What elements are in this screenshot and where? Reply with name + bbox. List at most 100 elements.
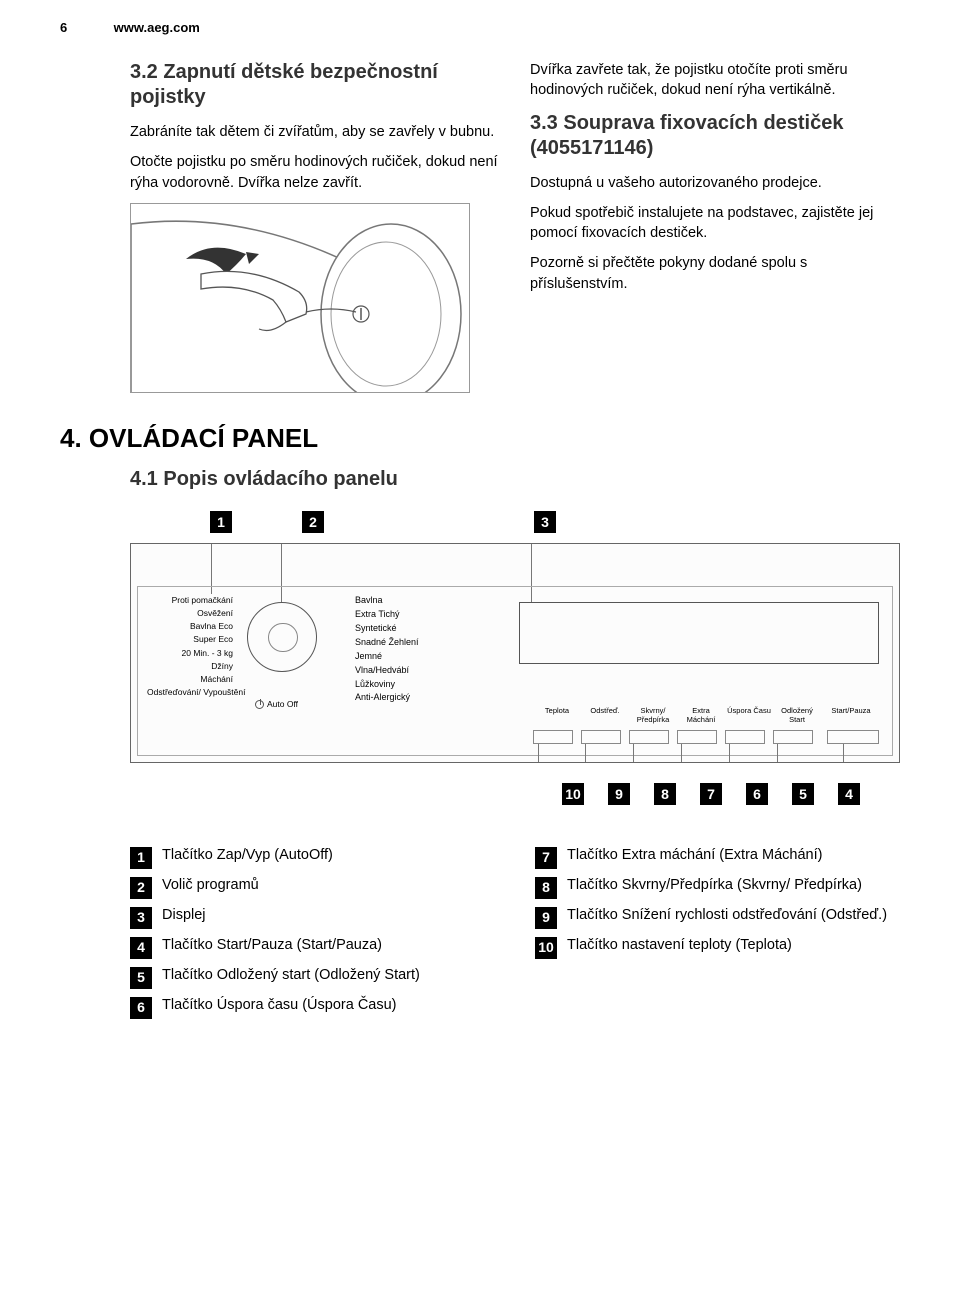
content-two-columns: 3.2 Zapnutí dětské bezpečnostní pojistky… — [60, 60, 900, 393]
heading-4-1: 4.1 Popis ovládacího panelu — [60, 468, 900, 491]
legend-text-3: Displej — [162, 905, 206, 925]
button-label: Úspora Času — [727, 707, 771, 724]
para-3-3-1: Dostupná u vašeho autorizovaného prodejc… — [530, 173, 900, 193]
prog-right-item: Bavlna — [355, 594, 419, 608]
legend-item-2: 2 Volič programů — [130, 875, 495, 899]
legend-item-3: 3 Displej — [130, 905, 495, 929]
btn-odstred — [581, 730, 621, 744]
power-icon — [255, 700, 264, 709]
program-list-left: Proti pomačkáníOsvěženíBavlna EcoSuper E… — [147, 594, 233, 699]
legend-callout-2: 2 — [130, 877, 152, 899]
callout-1: 1 — [210, 511, 232, 533]
page-header: 6 www.aeg.com — [60, 20, 900, 35]
button-label: Skvrny/ Předpírka — [631, 707, 675, 724]
button-label: Odstřeď. — [583, 707, 627, 724]
callouts-bottom-row: 10 9 8 7 6 5 4 — [130, 783, 900, 805]
callout-8: 8 — [654, 783, 676, 805]
header-url: www.aeg.com — [114, 20, 200, 35]
legend-text-10: Tlačítko nastavení teploty (Teplota) — [567, 935, 792, 955]
btn-machani — [677, 730, 717, 744]
prog-right-item: Syntetické — [355, 622, 419, 636]
legend-callout-9: 9 — [535, 907, 557, 929]
prog-left-item: 20 Min. - 3 kg — [147, 647, 233, 660]
prog-right-item: Lůžkoviny — [355, 678, 419, 692]
legend-text-7: Tlačítko Extra máchání (Extra Máchání) — [567, 845, 822, 865]
callout-6: 6 — [746, 783, 768, 805]
para-3-3-3: Pozorně si přečtěte pokyny dodané spolu … — [530, 253, 900, 294]
para-3-2-2: Otočte pojistku po směru hodinových ruči… — [130, 152, 500, 193]
program-selector-dial — [247, 602, 317, 672]
button-label: Odložený Start — [775, 707, 819, 724]
callout-7: 7 — [700, 783, 722, 805]
callout-2: 2 — [302, 511, 324, 533]
legend-text-5: Tlačítko Odložený start (Odložený Start) — [162, 965, 420, 985]
button-row — [533, 730, 879, 744]
legend-text-2: Volič programů — [162, 875, 259, 895]
legend-text-6: Tlačítko Úspora času (Úspora Času) — [162, 995, 397, 1015]
legend-item-5: 5 Tlačítko Odložený start (Odložený Start… — [130, 965, 495, 989]
callout-3: 3 — [534, 511, 556, 533]
program-list-right: BavlnaExtra TichýSyntetickéSnadné Žehlen… — [355, 594, 419, 706]
page-number: 6 — [60, 20, 110, 35]
prog-left-item: Super Eco — [147, 633, 233, 646]
btn-teplota — [533, 730, 573, 744]
legend-left-col: 1 Tlačítko Zap/Vyp (AutoOff) 2 Volič progra… — [130, 845, 495, 1025]
legend-text-9: Tlačítko Snížení rychlosti odstřeďování … — [567, 905, 887, 925]
legend-item-6: 6 Tlačítko Úspora času (Úspora Času) — [130, 995, 495, 1019]
btn-cas — [725, 730, 765, 744]
prog-left-item: Máchání — [147, 673, 233, 686]
prog-left-item: Proti pomačkání — [147, 594, 233, 607]
button-labels-row: TeplotaOdstřeď.Skvrny/ PředpírkaExtra Má… — [535, 707, 879, 724]
btn-start-pause — [827, 730, 879, 744]
legend-columns: 1 Tlačítko Zap/Vyp (AutoOff) 2 Volič progra… — [60, 845, 900, 1025]
heading-4: 4. OVLÁDACÍ PANEL — [60, 423, 900, 454]
legend-text-8: Tlačítko Skvrny/Předpírka (Skvrny/ Předp… — [567, 875, 862, 895]
legend-right-col: 7 Tlačítko Extra máchání (Extra Máchání) 8… — [535, 845, 900, 1025]
auto-off-label: Auto Off — [255, 699, 298, 709]
btn-skvrny — [629, 730, 669, 744]
callout-5: 5 — [792, 783, 814, 805]
legend-callout-7: 7 — [535, 847, 557, 869]
legend-item-10: 10 Tlačítko nastavení teploty (Teplota) — [535, 935, 900, 959]
legend-callout-4: 4 — [130, 937, 152, 959]
prog-left-item: Džíny — [147, 660, 233, 673]
prog-left-item: Bavlna Eco — [147, 620, 233, 633]
prog-left-item: Osvěžení — [147, 607, 233, 620]
button-label: Teplota — [535, 707, 579, 724]
legend-item-8: 8 Tlačítko Skvrny/Předpírka (Skvrny/ Před… — [535, 875, 900, 899]
control-panel-drawing: Proti pomačkáníOsvěženíBavlna EcoSuper E… — [130, 543, 900, 763]
para-3-2-1: Zabráníte tak dětem či zvířatům, aby se … — [130, 122, 500, 142]
btn-start-delay — [773, 730, 813, 744]
legend-text-4: Tlačítko Start/Pauza (Start/Pauza) — [162, 935, 382, 955]
panel-display — [519, 602, 879, 664]
auto-off-text: Auto Off — [267, 699, 298, 709]
para-close-door: Dvířka zavřete tak, že pojistku otočíte … — [530, 60, 900, 101]
legend-callout-5: 5 — [130, 967, 152, 989]
callout-9: 9 — [608, 783, 630, 805]
legend-callout-8: 8 — [535, 877, 557, 899]
prog-right-item: Anti-Alergický — [355, 691, 419, 705]
legend-item-4: 4 Tlačítko Start/Pauza (Start/Pauza) — [130, 935, 495, 959]
legend-item-9: 9 Tlačítko Snížení rychlosti odstřeďování… — [535, 905, 900, 929]
legend-callout-1: 1 — [130, 847, 152, 869]
child-lock-illustration — [130, 203, 470, 393]
prog-right-item: Vlna/Hedvábí — [355, 664, 419, 678]
legend-callout-3: 3 — [130, 907, 152, 929]
prog-left-item: Odstřeďování/ Vypouštění — [147, 686, 233, 699]
legend-callout-6: 6 — [130, 997, 152, 1019]
prog-right-item: Jemné — [355, 650, 419, 664]
right-column: Dvířka zavřete tak, že pojistku otočíte … — [530, 60, 900, 393]
control-panel-figure: 1 2 3 Proti pomačkáníOsvěženíBavlna EcoS… — [60, 511, 900, 805]
callouts-top-row: 1 2 3 — [130, 511, 900, 533]
legend-text-1: Tlačítko Zap/Vyp (AutoOff) — [162, 845, 333, 865]
button-label: Start/Pauza — [823, 707, 879, 724]
para-3-3-2: Pokud spotřebič instalujete na podstavec… — [530, 203, 900, 244]
legend-item-1: 1 Tlačítko Zap/Vyp (AutoOff) — [130, 845, 495, 869]
prog-right-item: Extra Tichý — [355, 608, 419, 622]
callout-10: 10 — [562, 783, 584, 805]
callout-4: 4 — [838, 783, 860, 805]
legend-callout-10: 10 — [535, 937, 557, 959]
heading-3-3: 3.3 Souprava fixovacích destiček (405517… — [530, 111, 900, 161]
left-column: 3.2 Zapnutí dětské bezpečnostní pojistky… — [130, 60, 500, 393]
heading-3-2: 3.2 Zapnutí dětské bezpečnostní pojistky — [130, 60, 500, 110]
